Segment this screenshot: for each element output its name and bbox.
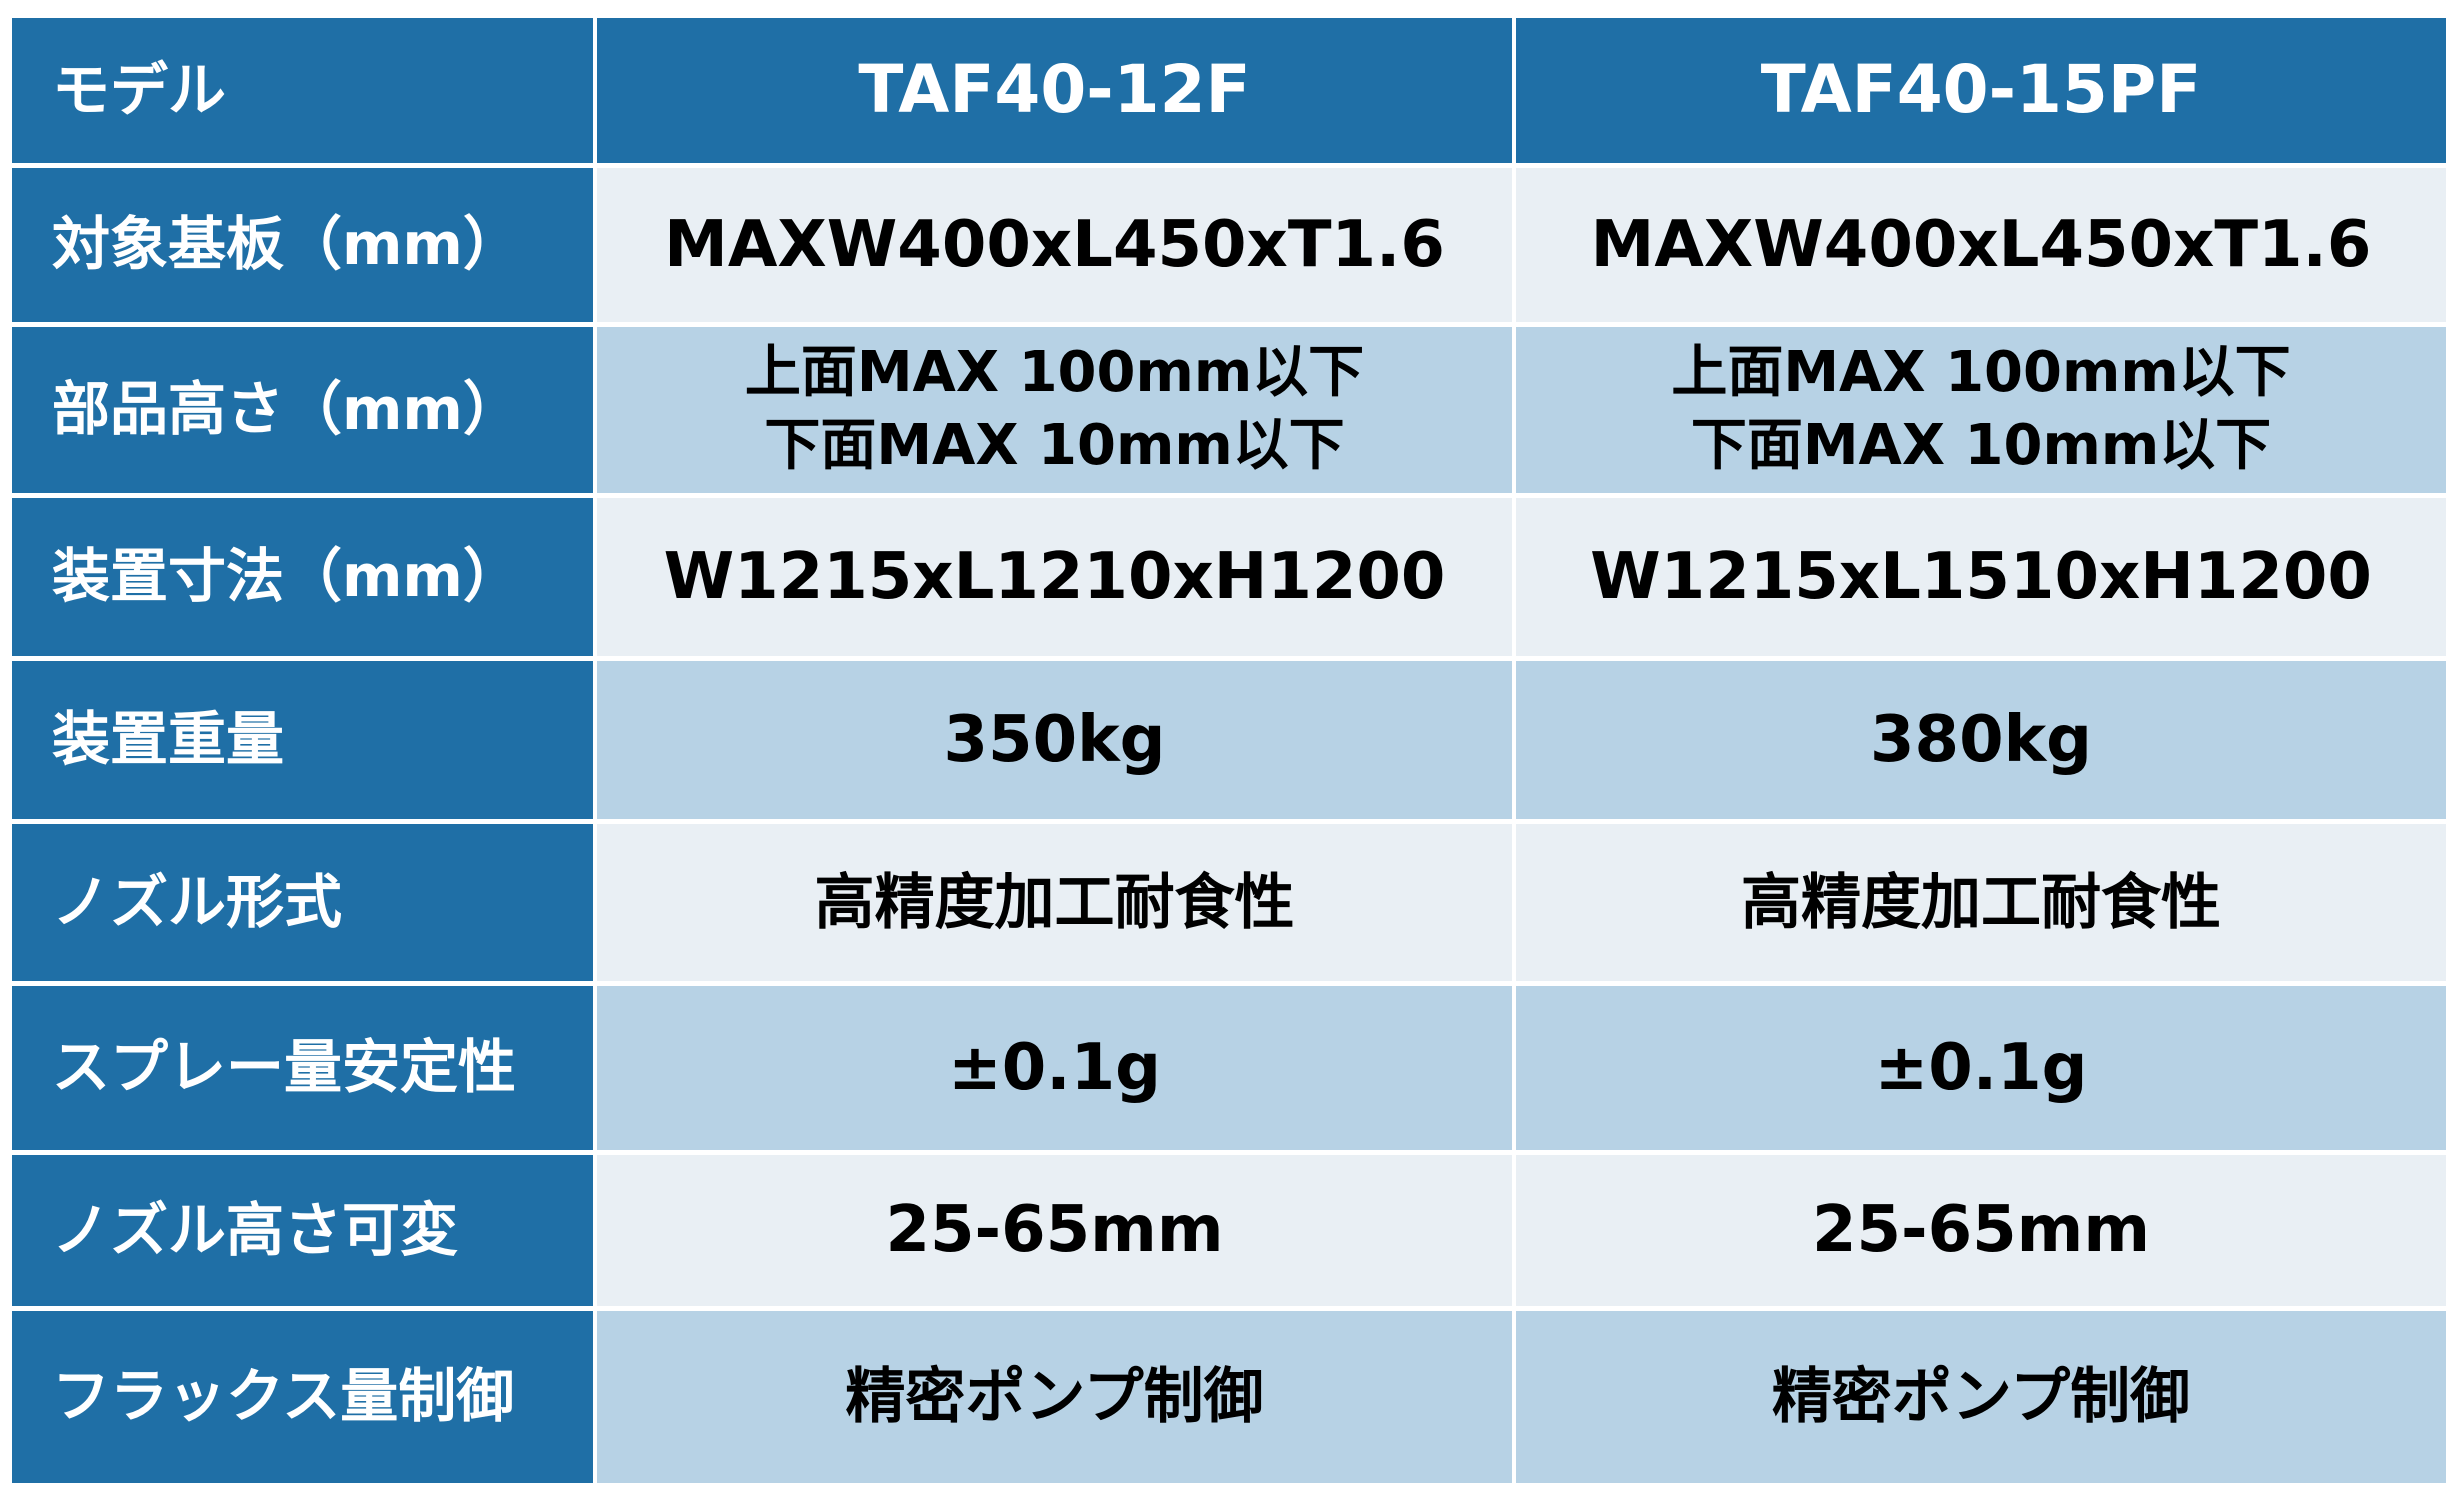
table-cell: MAXW400xL450xT1.6	[1516, 168, 2446, 322]
table-cell: W1215xL1510xH1200	[1516, 498, 2446, 656]
table-cell: 高精度加工耐食性	[597, 824, 1512, 981]
model-header-1: TAF40-12F	[597, 18, 1512, 163]
cell-line: 下面MAX 10mm以下	[1690, 413, 2272, 478]
row-label: スプレー量安定性	[12, 986, 593, 1150]
row-label: ノズル形式	[12, 824, 593, 981]
row-label: ノズル高さ可変	[12, 1155, 593, 1306]
table-cell: 25-65mm	[597, 1155, 1512, 1306]
model-header-2: TAF40-15PF	[1516, 18, 2446, 163]
table-cell: 高精度加工耐食性	[1516, 824, 2446, 981]
table-cell: 精密ポンプ制御	[597, 1311, 1512, 1483]
row-label: フラックス量制御	[12, 1311, 593, 1483]
cell-line: 上面MAX 100mm以下	[744, 340, 1365, 406]
table-cell: MAXW400xL450xT1.6	[597, 168, 1512, 322]
header-label: モデル	[12, 18, 593, 163]
row-label: 部品高さ（mm）	[12, 327, 593, 493]
table-cell: ±0.1g	[1516, 986, 2446, 1150]
spec-table: モデル TAF40-12F TAF40-15PF 対象基板（mm） MAXW40…	[12, 18, 2450, 1483]
table-cell: 精密ポンプ制御	[1516, 1311, 2446, 1483]
cell-line: 下面MAX 10mm以下	[764, 413, 1345, 478]
table-cell: 380kg	[1516, 661, 2446, 819]
table-cell: ±0.1g	[597, 986, 1512, 1150]
row-label: 装置寸法（mm）	[12, 498, 593, 656]
row-label: 対象基板（mm）	[12, 168, 593, 322]
table-cell: 上面MAX 100mm以下 下面MAX 10mm以下	[597, 327, 1512, 493]
cell-line: 上面MAX 100mm以下	[1671, 340, 2291, 406]
table-cell: 25-65mm	[1516, 1155, 2446, 1306]
table-cell: 上面MAX 100mm以下 下面MAX 10mm以下	[1516, 327, 2446, 493]
table-cell: W1215xL1210xH1200	[597, 498, 1512, 656]
table-cell: 350kg	[597, 661, 1512, 819]
row-label: 装置重量	[12, 661, 593, 819]
